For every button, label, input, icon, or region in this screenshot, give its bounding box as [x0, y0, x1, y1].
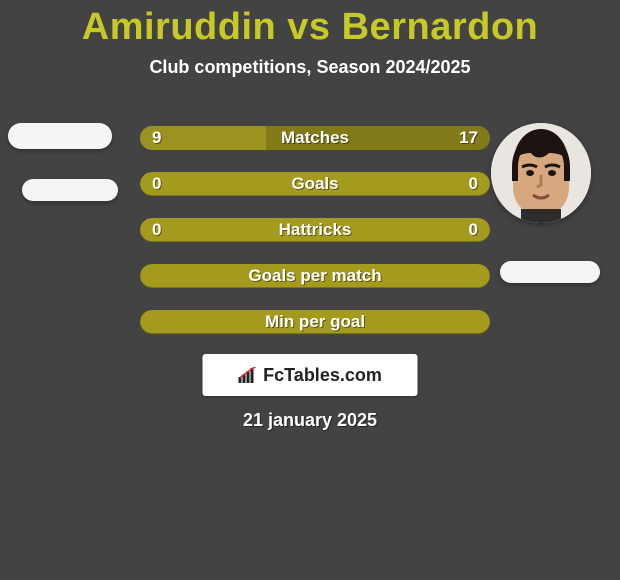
- stat-row: Hattricks0 0: [140, 218, 490, 242]
- stat-row: Goals per match: [140, 264, 490, 288]
- left-player-badge-2: [22, 179, 118, 201]
- stat-row-label: Min per goal: [140, 310, 490, 334]
- brand-box[interactable]: FcTables.com: [203, 354, 418, 396]
- left-player-badge-1: [8, 123, 112, 149]
- stat-row-value-right: 0: [469, 172, 478, 196]
- snapshot-date: 21 january 2025: [0, 410, 620, 431]
- page-title: Amiruddin vs Bernardon: [0, 0, 620, 49]
- stat-row-value-left: 9: [152, 126, 161, 150]
- stat-row: Min per goal: [140, 310, 490, 334]
- stat-rows: Matches917Goals00Hattricks00Goals per ma…: [140, 126, 490, 356]
- stat-row-label: Hattricks: [140, 218, 490, 242]
- stat-row-label: Matches: [140, 126, 490, 150]
- stat-row: Goals0 0: [140, 172, 490, 196]
- avatar-icon: [491, 123, 591, 223]
- stat-row: Matches9 17: [140, 126, 490, 150]
- right-player-badge: [500, 261, 600, 283]
- brand-text: FcTables.com: [263, 365, 382, 385]
- stat-row-value-left: 0: [152, 218, 161, 242]
- stat-row-value-right: 0: [469, 218, 478, 242]
- stat-row-value-right: 17: [459, 126, 478, 150]
- stat-row-label: Goals: [140, 172, 490, 196]
- comparison-card: Amiruddin vs Bernardon Club competitions…: [0, 0, 620, 580]
- subtitle: Club competitions, Season 2024/2025: [0, 57, 620, 78]
- stat-row-value-left: 0: [152, 172, 161, 196]
- stat-row-label: Goals per match: [140, 264, 490, 288]
- brand-chart-icon: [238, 356, 258, 398]
- right-player-avatar: [491, 123, 591, 223]
